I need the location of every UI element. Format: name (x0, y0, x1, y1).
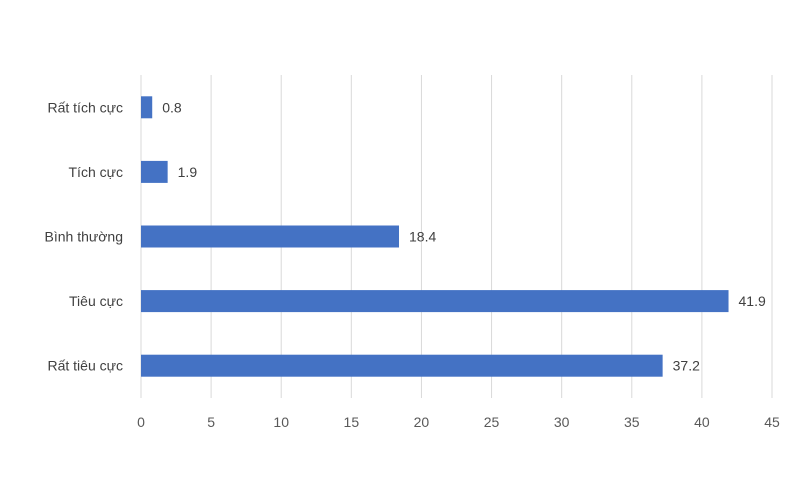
x-tick-label: 0 (137, 414, 145, 430)
bar-value-label: 1.9 (178, 164, 198, 180)
x-axis-ticks: 0 5 10 15 20 25 30 35 40 45 (137, 414, 780, 430)
x-tick-label: 45 (764, 414, 780, 430)
gridlines (140, 75, 773, 398)
x-tick-label: 30 (554, 414, 570, 430)
category-label: Rất tích cực (47, 99, 123, 115)
bars (141, 96, 729, 377)
bar-value-label: 37.2 (673, 358, 700, 374)
x-tick-label: 25 (484, 414, 500, 430)
category-labels: Rất tích cực Tích cực Bình thường Tiêu cực R… (45, 99, 124, 373)
bar-value-label: 41.9 (739, 293, 766, 309)
x-tick-label: 10 (273, 414, 289, 430)
x-tick-label: 35 (624, 414, 640, 430)
bar (141, 160, 168, 183)
bar (141, 225, 400, 248)
data-labels: 0.8 1.9 18.4 41.9 37.2 (162, 99, 766, 373)
bar (141, 354, 663, 377)
x-tick-label: 15 (344, 414, 360, 430)
category-label: Rất tiêu cực (47, 358, 123, 374)
category-label: Bình thường (45, 229, 124, 245)
bar (141, 96, 153, 119)
x-tick-label: 40 (694, 414, 710, 430)
category-label: Tích cực (69, 164, 124, 180)
bar-value-label: 0.8 (162, 99, 182, 115)
bar-value-label: 18.4 (409, 229, 436, 245)
x-tick-label: 20 (414, 414, 430, 430)
category-label: Tiêu cực (69, 293, 123, 309)
bar (141, 290, 729, 313)
x-tick-label: 5 (207, 414, 215, 430)
